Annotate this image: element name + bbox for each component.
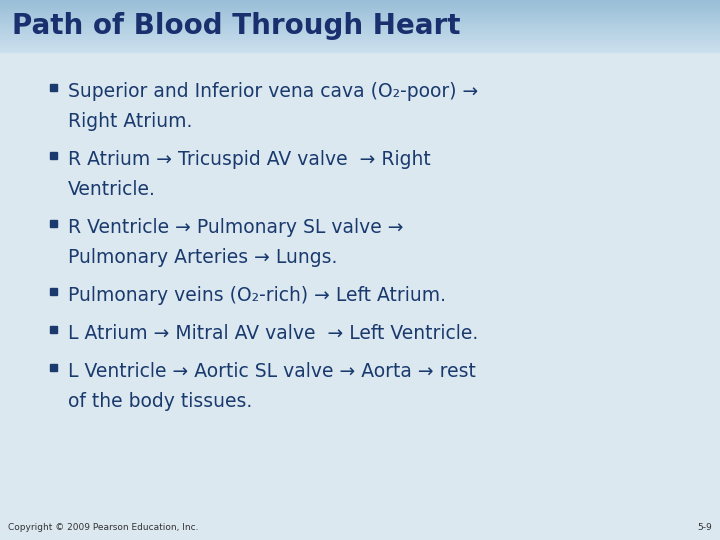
Bar <box>0 42 720 43</box>
Bar <box>0 46 720 47</box>
Text: Path of Blood Through Heart: Path of Blood Through Heart <box>12 12 461 40</box>
Text: Pulmonary Arteries → Lungs.: Pulmonary Arteries → Lungs. <box>68 248 338 267</box>
Bar <box>0 45 720 46</box>
Text: R Atrium → Tricuspid AV valve  → Right: R Atrium → Tricuspid AV valve → Right <box>68 150 431 169</box>
Bar <box>0 37 720 38</box>
Bar <box>50 326 57 333</box>
Bar <box>0 8 720 9</box>
Bar <box>0 5 720 6</box>
Bar <box>0 22 720 23</box>
Bar <box>0 26 720 28</box>
Bar <box>0 15 720 16</box>
Bar <box>0 9 720 10</box>
Text: Right Atrium.: Right Atrium. <box>68 112 192 131</box>
Bar <box>50 84 57 91</box>
Text: Superior and Inferior vena cava (O₂-poor) →: Superior and Inferior vena cava (O₂-poor… <box>68 82 478 101</box>
Bar <box>0 18 720 19</box>
Bar <box>0 16 720 17</box>
Bar <box>0 47 720 48</box>
Bar <box>0 40 720 42</box>
Bar <box>0 44 720 45</box>
Bar <box>0 40 720 41</box>
Text: Pulmonary veins (O₂-rich) → Left Atrium.: Pulmonary veins (O₂-rich) → Left Atrium. <box>68 286 446 305</box>
Bar <box>0 6 720 8</box>
Bar <box>0 25 720 26</box>
Bar <box>0 38 720 39</box>
Bar <box>0 41 720 42</box>
Text: R Ventricle → Pulmonary SL valve →: R Ventricle → Pulmonary SL valve → <box>68 218 403 237</box>
Bar <box>0 11 720 12</box>
Bar <box>0 24 720 25</box>
Text: of the body tissues.: of the body tissues. <box>68 392 252 411</box>
Text: Ventricle.: Ventricle. <box>68 180 156 199</box>
Bar <box>0 8 720 9</box>
Bar <box>0 19 720 20</box>
Bar <box>0 11 720 12</box>
Bar <box>0 36 720 37</box>
Bar <box>0 13 720 14</box>
Text: L Atrium → Mitral AV valve  → Left Ventricle.: L Atrium → Mitral AV valve → Left Ventri… <box>68 324 478 343</box>
Bar <box>0 29 720 30</box>
Bar <box>0 0 720 1</box>
Bar <box>0 5 720 6</box>
Bar <box>0 32 720 33</box>
Bar <box>0 50 720 51</box>
Bar <box>0 27 720 28</box>
Bar <box>0 2 720 3</box>
Bar <box>0 3 720 4</box>
Bar <box>0 10 720 11</box>
Bar <box>0 9 720 10</box>
Bar <box>0 37 720 38</box>
Bar <box>0 49 720 50</box>
Bar <box>0 31 720 32</box>
Bar <box>0 22 720 23</box>
Bar <box>0 17 720 18</box>
Bar <box>0 44 720 45</box>
Bar <box>0 1 720 2</box>
Bar <box>0 25 720 26</box>
Bar <box>50 363 57 370</box>
Bar <box>0 29 720 31</box>
Bar <box>0 4 720 5</box>
Bar <box>0 50 720 51</box>
Text: 5-9: 5-9 <box>697 523 712 532</box>
Bar <box>0 28 720 29</box>
Bar <box>50 287 57 294</box>
Bar <box>0 2 720 3</box>
Bar <box>0 43 720 44</box>
Bar <box>0 35 720 36</box>
Bar <box>0 12 720 13</box>
Bar <box>0 33 720 35</box>
Bar <box>0 15 720 16</box>
Bar <box>0 19 720 21</box>
Bar <box>0 3 720 4</box>
Bar <box>0 16 720 17</box>
Bar <box>0 43 720 44</box>
Bar <box>0 46 720 48</box>
Text: Copyright © 2009 Pearson Education, Inc.: Copyright © 2009 Pearson Education, Inc. <box>8 523 199 532</box>
Bar <box>0 39 720 40</box>
Bar <box>0 12 720 14</box>
Bar <box>0 48 720 49</box>
Bar <box>0 24 720 25</box>
Bar <box>0 28 720 29</box>
Text: L Ventricle → Aortic SL valve → Aorta → rest: L Ventricle → Aortic SL valve → Aorta → … <box>68 362 476 381</box>
Bar <box>0 31 720 32</box>
Bar <box>0 38 720 39</box>
Bar <box>0 48 720 49</box>
Bar <box>0 14 720 15</box>
Bar <box>0 34 720 35</box>
Bar <box>0 21 720 22</box>
Bar <box>0 23 720 24</box>
Bar <box>0 30 720 31</box>
Bar <box>0 51 720 52</box>
Bar <box>50 219 57 226</box>
Bar <box>0 0 720 1</box>
Bar <box>0 35 720 36</box>
Bar <box>0 6 720 7</box>
Bar <box>0 32 720 34</box>
Bar <box>50 152 57 159</box>
Bar <box>0 18 720 19</box>
Bar <box>0 21 720 22</box>
